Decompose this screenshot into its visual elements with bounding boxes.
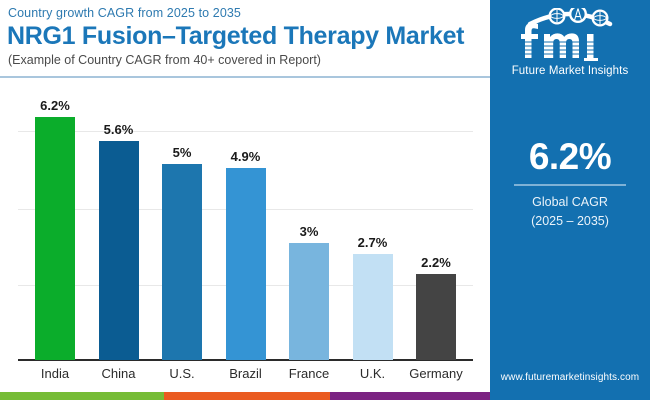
category-label: India	[40, 366, 70, 381]
bar-group-brazil: 4.9%	[215, 78, 277, 360]
bar-value-label: 3%	[299, 223, 319, 239]
bar	[289, 242, 329, 360]
cagr-caption-line2: (2025 – 2035)	[531, 214, 609, 228]
page-title: NRG1 Fusion–Targeted Therapy Market	[7, 22, 465, 50]
bar-group-germany: 2.2%	[405, 78, 467, 360]
cagr-divider	[514, 184, 626, 186]
bar-value-label: 2.2%	[421, 254, 451, 270]
chart-header: Country growth CAGR from 2025 to 2035 NR…	[0, 0, 490, 78]
fmi-logo-icon	[521, 8, 613, 61]
bar-group-china: 5.6%	[88, 78, 150, 360]
bottom-color-stripe	[0, 392, 490, 400]
chart-panel: Country growth CAGR from 2025 to 2035 NR…	[0, 0, 490, 400]
stripe-segment-green	[0, 392, 164, 400]
bar-value-label: 2.7%	[357, 235, 388, 251]
fmi-logo-wordmark: Future Market Insights	[511, 65, 629, 77]
brand-panel: Future Market Insights 6.2% Global CAGR …	[490, 0, 650, 400]
header-eyebrow: Country growth CAGR from 2025 to 2035	[8, 6, 241, 20]
category-label: Germany	[409, 366, 463, 381]
category-label: Brazil	[229, 366, 262, 381]
bar-group-india: 6.2%	[24, 78, 86, 360]
gridline	[18, 131, 473, 132]
category-label: China	[101, 366, 136, 381]
bar	[35, 117, 75, 360]
fmi-logo[interactable]: Future Market Insights	[490, 8, 650, 77]
bar	[225, 168, 266, 360]
cagr-caption: Global CAGR (2025 – 2035)	[490, 193, 650, 231]
bar-group-u-s: 5%	[151, 78, 213, 360]
category-label: U.S.	[169, 366, 195, 381]
bar-value-label: 5.6%	[103, 121, 134, 137]
global-cagr-value: 6.2%	[528, 136, 612, 177]
bar-group-france: 3%	[278, 78, 340, 360]
header-divider	[0, 76, 490, 78]
bar-group-u-k: 2.7%	[342, 78, 404, 360]
website-url[interactable]: www.futuremarketinsights.com	[500, 372, 640, 383]
bar	[98, 140, 139, 360]
bar-value-label: 4.9%	[230, 149, 261, 165]
bar-value-label: 5%	[172, 145, 192, 161]
stripe-segment-orange	[164, 392, 330, 400]
bar	[352, 254, 393, 360]
bar	[162, 164, 202, 360]
cagr-caption-line1: Global CAGR	[532, 195, 608, 209]
bar-value-label: 6.2%	[40, 98, 70, 114]
category-label: U.K.	[359, 366, 386, 381]
stripe-segment-purple	[330, 392, 490, 400]
category-label: France	[288, 366, 330, 381]
bar	[416, 273, 456, 360]
header-subtitle: (Example of Country CAGR from 40+ covere…	[8, 53, 321, 67]
